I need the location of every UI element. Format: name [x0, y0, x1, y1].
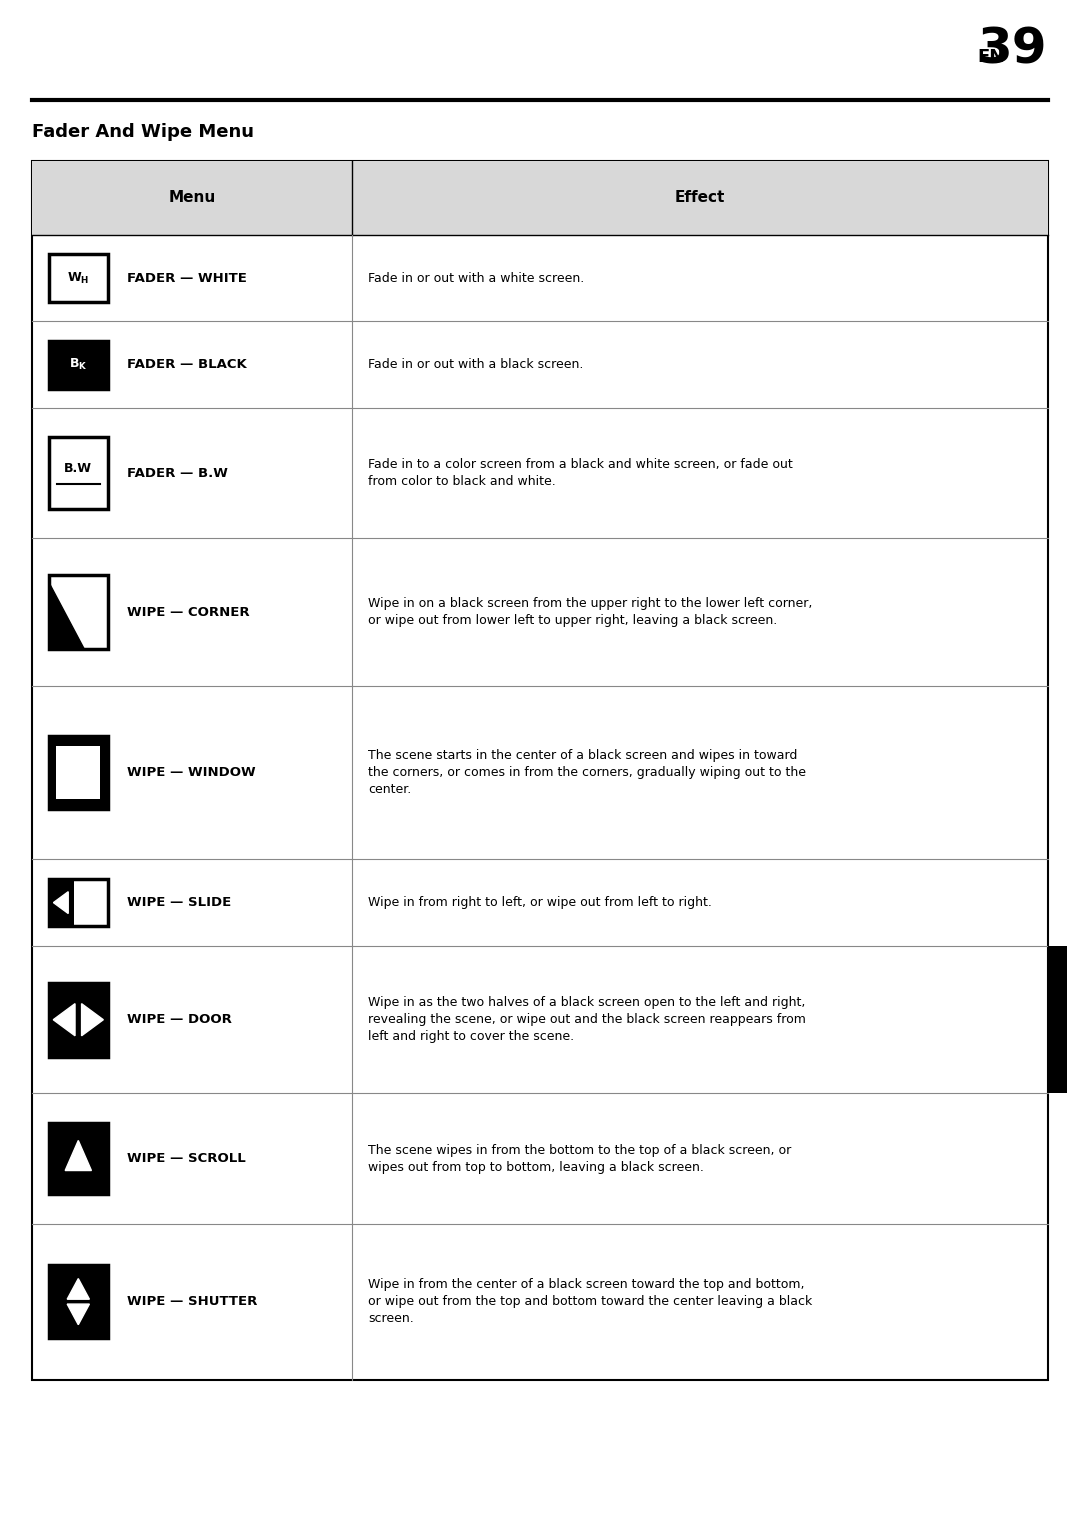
Text: The scene starts in the center of a black screen and wipes in toward
the corners: The scene starts in the center of a blac… — [368, 750, 807, 796]
Text: The scene wipes in from the bottom to the top of a black screen, or
wipes out fr: The scene wipes in from the bottom to th… — [368, 1144, 792, 1173]
Text: Fade in to a color screen from a black and white screen, or fade out
from color : Fade in to a color screen from a black a… — [368, 458, 793, 487]
Bar — [32, 161, 1048, 235]
Bar — [49, 1265, 108, 1338]
Text: FADER — B.W: FADER — B.W — [127, 466, 228, 480]
Polygon shape — [67, 1305, 90, 1325]
Text: WIPE — WINDOW: WIPE — WINDOW — [127, 766, 256, 779]
Bar — [49, 1122, 108, 1194]
Bar — [49, 736, 108, 809]
Bar — [49, 437, 108, 509]
Text: Effect: Effect — [675, 190, 725, 205]
Bar — [56, 747, 100, 799]
Bar — [49, 983, 108, 1056]
Text: Wipe in from the center of a black screen toward the top and bottom,
or wipe out: Wipe in from the center of a black scree… — [368, 1279, 812, 1325]
Polygon shape — [67, 1279, 90, 1298]
Text: 39: 39 — [978, 26, 1048, 74]
Bar — [49, 340, 108, 389]
Bar — [49, 254, 108, 302]
Text: Wipe in from right to left, or wipe out from left to right.: Wipe in from right to left, or wipe out … — [368, 897, 713, 909]
Text: WIPE — SCROLL: WIPE — SCROLL — [127, 1151, 246, 1165]
Text: WIPE — SHUTTER: WIPE — SHUTTER — [127, 1295, 258, 1308]
Text: Wipe in on a black screen from the upper right to the lower left corner,
or wipe: Wipe in on a black screen from the upper… — [368, 596, 813, 627]
Text: FADER — BLACK: FADER — BLACK — [127, 359, 247, 371]
Bar — [49, 736, 108, 809]
Text: FADER — WHITE: FADER — WHITE — [127, 271, 247, 285]
Bar — [32, 161, 1048, 1380]
Text: Menu: Menu — [168, 190, 216, 205]
Text: $\mathbf{W_H}$: $\mathbf{W_H}$ — [67, 270, 90, 285]
Text: Wipe in as the two halves of a black screen open to the left and right,
revealin: Wipe in as the two halves of a black scr… — [368, 996, 807, 1044]
Text: WIPE — SLIDE: WIPE — SLIDE — [127, 897, 232, 909]
Bar — [49, 575, 108, 648]
Text: $\mathbf{B_K}$: $\mathbf{B_K}$ — [69, 357, 87, 373]
Bar — [1048, 946, 1067, 1093]
Text: EN: EN — [977, 48, 1004, 66]
Polygon shape — [49, 583, 84, 648]
Text: Fade in or out with a black screen.: Fade in or out with a black screen. — [368, 359, 584, 371]
Text: B.W: B.W — [65, 461, 92, 475]
Text: WIPE — CORNER: WIPE — CORNER — [127, 606, 251, 618]
Text: WIPE — DOOR: WIPE — DOOR — [127, 1013, 232, 1026]
Text: Fade in or out with a white screen.: Fade in or out with a white screen. — [368, 271, 584, 285]
Bar — [49, 878, 73, 926]
Polygon shape — [82, 1004, 104, 1036]
Polygon shape — [53, 892, 68, 914]
Bar — [49, 878, 108, 926]
Polygon shape — [53, 1004, 75, 1036]
Polygon shape — [65, 1141, 92, 1171]
Text: Fader And Wipe Menu: Fader And Wipe Menu — [32, 123, 255, 141]
